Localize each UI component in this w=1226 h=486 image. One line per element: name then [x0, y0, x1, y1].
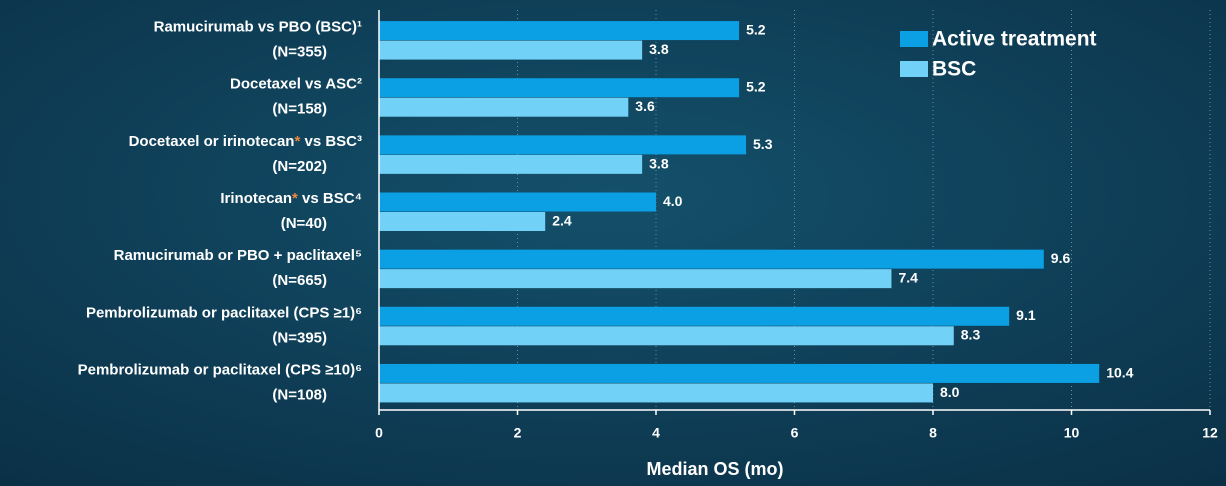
category-label: Docetaxel or irinotecan* vs BSC³ — [129, 133, 362, 150]
value-label: 5.2 — [746, 22, 766, 38]
value-label: 3.6 — [635, 98, 655, 114]
legend-swatch — [900, 61, 928, 77]
sample-size-label: (N=665) — [272, 272, 327, 289]
x-tick-label: 2 — [514, 425, 522, 441]
value-label: 5.2 — [746, 79, 766, 95]
bar — [379, 192, 656, 212]
x-tick-label: 0 — [375, 425, 383, 441]
x-tick-label: 4 — [652, 425, 660, 441]
bar — [379, 383, 933, 403]
value-label: 8.0 — [940, 384, 960, 400]
sample-size-label: (N=202) — [272, 158, 327, 175]
legend-label: Active treatment — [932, 28, 1097, 51]
value-label: 9.6 — [1051, 250, 1071, 266]
bar — [379, 269, 892, 289]
value-label: 3.8 — [649, 155, 669, 171]
bar — [379, 212, 546, 231]
category-label: Pembrolizumab or paclitaxel (CPS ≥10)⁶ — [78, 361, 362, 378]
bar — [379, 306, 1010, 326]
bar — [379, 326, 954, 346]
value-label: 8.3 — [961, 327, 981, 343]
value-label: 9.1 — [1016, 307, 1036, 323]
sample-size-label: (N=395) — [272, 329, 327, 346]
value-label: 3.8 — [649, 41, 669, 57]
category-label: Docetaxel vs ASC² — [230, 76, 362, 93]
x-tick-label: 8 — [929, 425, 937, 441]
sample-size-label: (N=40) — [281, 215, 327, 232]
value-label: 4.0 — [663, 193, 683, 209]
bar — [379, 78, 740, 98]
bar — [379, 21, 740, 41]
bar — [379, 135, 747, 155]
category-label: Ramucirumab or PBO + paclitaxel⁵ — [114, 247, 362, 264]
x-tick-label: 10 — [1064, 425, 1080, 441]
sample-size-label: (N=355) — [272, 44, 327, 61]
value-label: 2.4 — [552, 212, 572, 228]
bar — [379, 363, 1100, 383]
sample-size-label: (N=108) — [272, 386, 327, 403]
category-label: Irinotecan* vs BSC⁴ — [220, 190, 362, 207]
bar — [379, 249, 1044, 269]
x-tick-label: 12 — [1202, 425, 1218, 441]
bar — [379, 97, 629, 117]
category-label: Pembrolizumab or paclitaxel (CPS ≥1)⁶ — [86, 304, 362, 321]
value-label: 5.3 — [753, 136, 773, 152]
value-label: 10.4 — [1106, 364, 1133, 380]
bar — [379, 154, 643, 174]
category-label: Ramucirumab vs PBO (BSC)¹ — [154, 19, 362, 36]
x-axis-title: Median OS (mo) — [646, 459, 783, 479]
value-label: 7.4 — [898, 270, 918, 286]
bar — [379, 40, 643, 60]
legend-swatch — [900, 31, 928, 47]
legend-label: BSC — [932, 58, 976, 81]
sample-size-label: (N=158) — [272, 101, 327, 118]
x-tick-label: 6 — [791, 425, 799, 441]
